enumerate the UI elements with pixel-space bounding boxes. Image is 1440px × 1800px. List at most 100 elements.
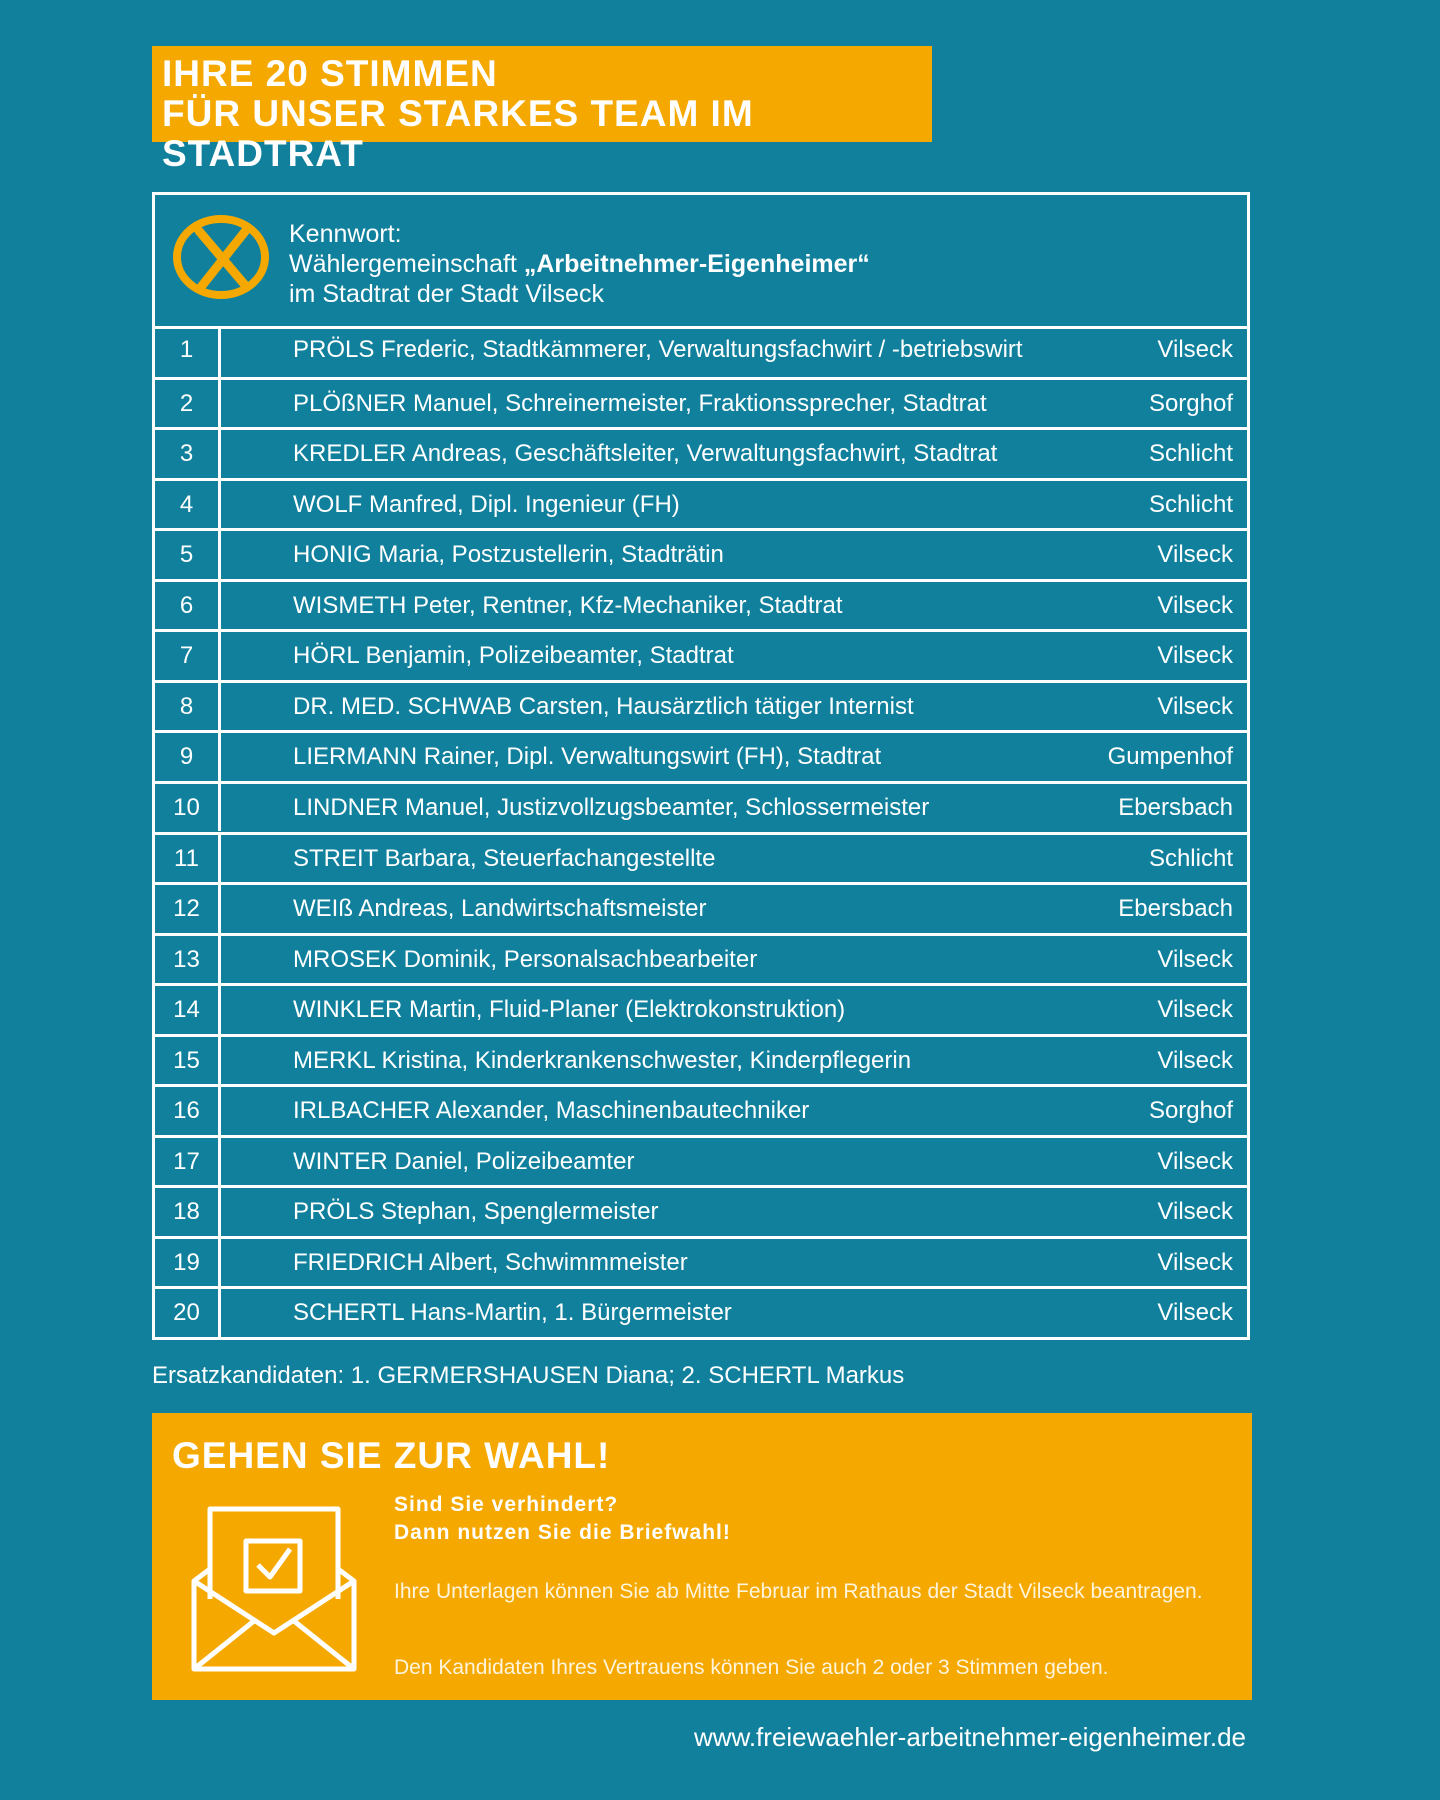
table-row: 15 MERKL Kristina, Kinderkrankenschwester… bbox=[155, 1033, 1247, 1085]
table-row: 1 PRÖLS Frederic, Stadtkämmerer, Verwaltu… bbox=[155, 326, 1247, 377]
candidate-name: DR. MED. SCHWAB Carsten, Hausärztlich tä… bbox=[293, 692, 914, 720]
candidate-place: Gumpenhof bbox=[1107, 743, 1233, 771]
candidate-place: Vilseck bbox=[1157, 1299, 1233, 1327]
candidate-name: PRÖLS Frederic, Stadtkämmerer, Verwaltun… bbox=[293, 336, 1023, 363]
candidate-name: WINTER Daniel, Polizeibeamter bbox=[293, 1147, 635, 1175]
candidate-place: Ebersbach bbox=[1118, 895, 1233, 923]
candidate-name: MERKL Kristina, Kinderkrankenschwester, … bbox=[293, 1046, 912, 1074]
envelope-icon bbox=[191, 1506, 357, 1672]
candidate-place: Vilseck bbox=[1157, 1046, 1233, 1074]
candidate-name: WISMETH Peter, Rentner, Kfz-Mechaniker, … bbox=[293, 591, 843, 619]
row-number: 7 bbox=[155, 632, 221, 680]
candidate-name: WOLF Manfred, Dipl. Ingenieur (FH) bbox=[293, 490, 680, 518]
cta-paragraph: Ihre Unterlagen können Sie ab Mitte Febr… bbox=[394, 1580, 1203, 1603]
row-number: 14 bbox=[155, 986, 221, 1034]
table-row: 3 KREDLER Andreas, Geschäftsleiter, Verwa… bbox=[155, 427, 1247, 478]
candidate-place: Vilseck bbox=[1157, 1198, 1233, 1226]
candidate-name: LINDNER Manuel, Justizvollzugsbeamter, S… bbox=[293, 793, 930, 821]
title-line: IHRE 20 STIMMEN bbox=[162, 53, 498, 94]
candidate-place: Ebersbach bbox=[1118, 793, 1233, 821]
table-row: 13 MROSEK Dominik, Personalsachbearbeiter… bbox=[155, 932, 1247, 984]
ersatz-note: Ersatzkandidaten: 1. GERMERSHAUSEN Diana… bbox=[152, 1362, 905, 1389]
row-number: 1 bbox=[155, 326, 221, 377]
table-row: 9 LIERMANN Rainer, Dipl. Verwaltungswirt … bbox=[155, 730, 1247, 781]
candidate-name: KREDLER Andreas, Geschäftsleiter, Verwal… bbox=[293, 440, 998, 468]
table-row: 8 DR. MED. SCHWAB Carsten, Hausärztlich t… bbox=[155, 679, 1247, 731]
candidate-name: HONIG Maria, Postzustellerin, Stadträtin bbox=[293, 541, 724, 569]
title-line: FÜR UNSER STARKES TEAM IM STADTRAT bbox=[162, 93, 754, 174]
candidate-place: Vilseck bbox=[1157, 945, 1233, 973]
row-number: 10 bbox=[155, 783, 221, 832]
website-url: www.freiewaehler-arbeitnehmer-eigenheime… bbox=[693, 1722, 1246, 1752]
row-number: 2 bbox=[155, 379, 221, 428]
cta-subtitle: Dann nutzen Sie die Briefwahl! bbox=[394, 1521, 731, 1544]
title-box: IHRE 20 STIMMEN FÜR UNSER STARKES TEAM I… bbox=[152, 46, 932, 174]
row-number: 12 bbox=[155, 885, 221, 933]
group-suffix: im Stadtrat der Stadt Vilseck bbox=[289, 280, 604, 308]
candidate-name: WINKLER Martin, Fluid-Planer (Elektrokon… bbox=[293, 996, 846, 1024]
kennwort-header: Kennwort: Wählergemeinschaft „Arbeitnehm… bbox=[155, 195, 1247, 329]
cta-title: GEHEN SIE ZUR WAHL! bbox=[172, 1435, 611, 1476]
candidate-name: PLÖßNER Manuel, Schreinermeister, Frakti… bbox=[293, 389, 987, 417]
table-row: 4 WOLF Manfred, Dipl. Ingenieur (FH) Schli… bbox=[155, 477, 1247, 529]
candidate-place: Schlicht bbox=[1148, 440, 1233, 468]
candidate-place: Sorghof bbox=[1148, 389, 1233, 417]
row-number: 18 bbox=[155, 1188, 221, 1236]
cta-box: GEHEN SIE ZUR WAHL! Sind Sie verhindert?… bbox=[152, 1413, 1252, 1700]
table-row: 17 WINTER Daniel, Polizeibeamter Vilseck bbox=[155, 1134, 1247, 1186]
candidate-place: Vilseck bbox=[1157, 591, 1233, 619]
table-row: 12 WEIß Andreas, Landwirtschaftsmeister Eb… bbox=[155, 882, 1247, 933]
table-row: 11 STREIT Barbara, Steuerfachangestellte S… bbox=[155, 831, 1247, 883]
candidate-name: MROSEK Dominik, Personalsachbearbeiter bbox=[293, 945, 758, 973]
table-row: 14 WINKLER Martin, Fluid-Planer (Elektrok… bbox=[155, 983, 1247, 1034]
candidate-place: Vilseck bbox=[1157, 336, 1233, 363]
candidate-name: IRLBACHER Alexander, Maschinenbautechnik… bbox=[293, 1097, 810, 1125]
row-number: 3 bbox=[155, 430, 221, 478]
candidate-place: Vilseck bbox=[1157, 1248, 1233, 1276]
row-number: 15 bbox=[155, 1036, 221, 1085]
candidate-place: Vilseck bbox=[1157, 642, 1233, 670]
table-row: 19 FRIEDRICH Albert, Schwimmmeister Vilsec… bbox=[155, 1235, 1247, 1287]
row-number: 20 bbox=[155, 1289, 221, 1337]
candidate-name: FRIEDRICH Albert, Schwimmmeister bbox=[293, 1248, 688, 1276]
table-row: 7 HÖRL Benjamin, Polizeibeamter, Stadtrat… bbox=[155, 629, 1247, 680]
candidate-name: STREIT Barbara, Steuerfachangestellte bbox=[293, 844, 716, 872]
row-number: 17 bbox=[155, 1137, 221, 1186]
row-number: 4 bbox=[155, 480, 221, 529]
row-number: 11 bbox=[155, 834, 221, 883]
candidate-place: Sorghof bbox=[1148, 1097, 1233, 1125]
candidate-place: Schlicht bbox=[1148, 844, 1233, 872]
row-number: 19 bbox=[155, 1238, 221, 1287]
table-row: 2 PLÖßNER Manuel, Schreinermeister, Frakt… bbox=[155, 376, 1247, 428]
table-row: 16 IRLBACHER Alexander, Maschinenbautechn… bbox=[155, 1084, 1247, 1135]
ballot-cross-icon bbox=[173, 215, 269, 299]
row-number: 13 bbox=[155, 935, 221, 984]
group-prefix: Wählergemeinschaft bbox=[289, 250, 517, 278]
candidate-table: Kennwort: Wählergemeinschaft „Arbeitnehm… bbox=[152, 192, 1250, 1340]
group-line: Wählergemeinschaft „Arbeitnehmer-Eigenhe… bbox=[289, 249, 870, 279]
candidate-place: Vilseck bbox=[1157, 996, 1233, 1024]
row-number: 5 bbox=[155, 531, 221, 579]
candidate-place: Vilseck bbox=[1157, 1147, 1233, 1175]
candidate-name: SCHERTL Hans-Martin, 1. Bürgermeister bbox=[293, 1299, 732, 1327]
candidate-name: LIERMANN Rainer, Dipl. Verwaltungswirt (… bbox=[293, 743, 882, 771]
table-row: 6 WISMETH Peter, Rentner, Kfz-Mechaniker,… bbox=[155, 578, 1247, 630]
candidate-place: Schlicht bbox=[1148, 490, 1233, 518]
candidate-place: Vilseck bbox=[1157, 541, 1233, 569]
kennwort-label: Kennwort: bbox=[289, 220, 402, 248]
candidate-name: HÖRL Benjamin, Polizeibeamter, Stadtrat bbox=[293, 642, 734, 670]
cta-paragraph: Den Kandidaten Ihres Vertrauens können S… bbox=[394, 1656, 1109, 1679]
candidate-place: Vilseck bbox=[1157, 692, 1233, 720]
cta-subtitle: Sind Sie verhindert? bbox=[394, 1493, 619, 1516]
table-row: 5 HONIG Maria, Postzustellerin, Stadträti… bbox=[155, 528, 1247, 579]
table-row: 18 PRÖLS Stephan, Spenglermeister Vilseck bbox=[155, 1185, 1247, 1236]
row-number: 9 bbox=[155, 733, 221, 781]
row-number: 8 bbox=[155, 682, 221, 731]
candidate-name: PRÖLS Stephan, Spenglermeister bbox=[293, 1198, 659, 1226]
row-number: 16 bbox=[155, 1087, 221, 1135]
table-row: 20 SCHERTL Hans-Martin, 1. Bürgermeister V… bbox=[155, 1286, 1247, 1337]
table-row: 10 LINDNER Manuel, Justizvollzugsbeamter,… bbox=[155, 780, 1247, 832]
candidate-name: WEIß Andreas, Landwirtschaftsmeister bbox=[293, 895, 707, 923]
group-name: „Arbeitnehmer-Eigenheimer“ bbox=[523, 250, 870, 278]
